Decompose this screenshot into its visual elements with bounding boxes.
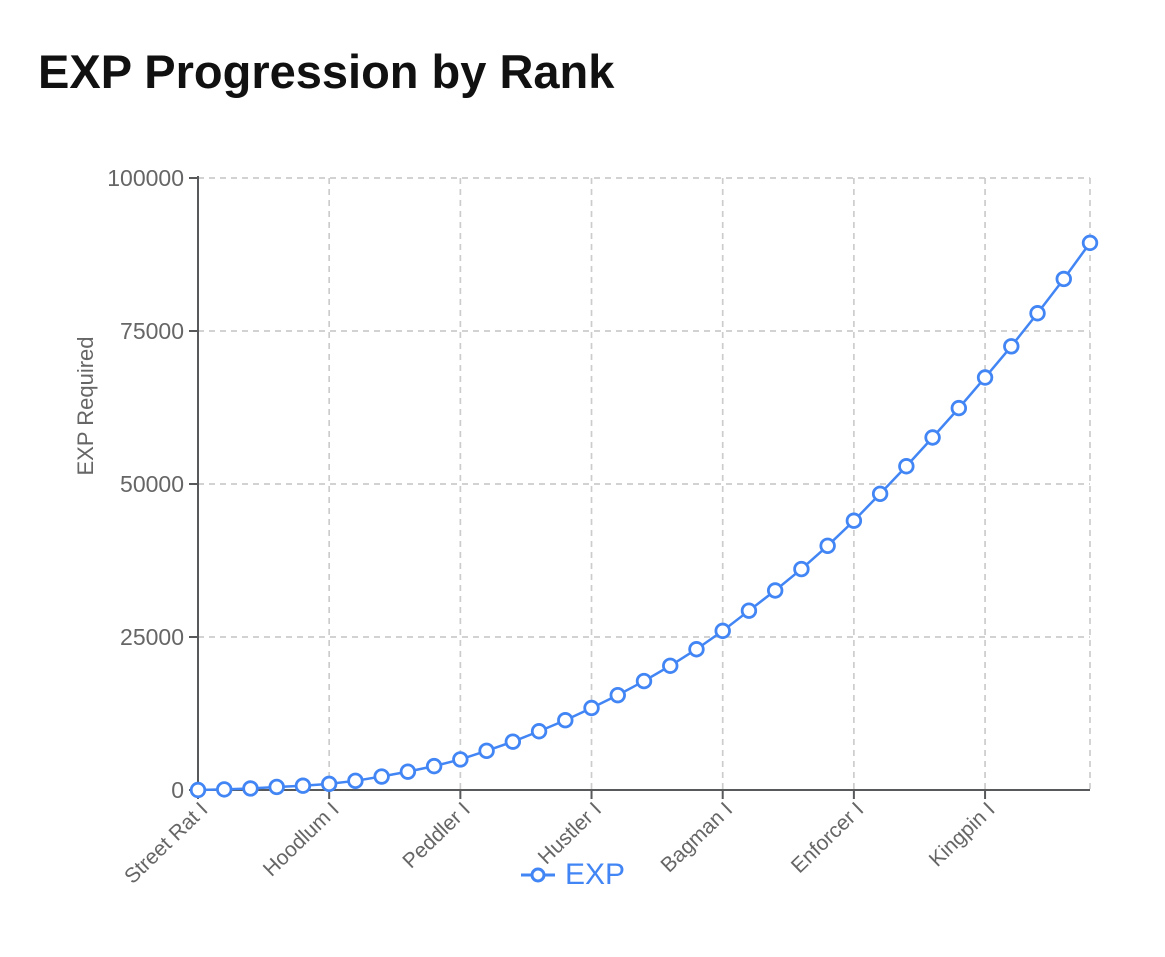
x-tick-label: Hoodlum I xyxy=(259,798,344,881)
y-tick-label: 0 xyxy=(171,777,184,803)
data-point-marker xyxy=(320,775,338,793)
line-marker-icon xyxy=(521,867,555,883)
data-point-marker xyxy=(635,672,653,690)
data-point-marker xyxy=(294,777,312,794)
data-point-marker xyxy=(714,622,731,640)
data-point-marker xyxy=(399,763,417,780)
data-point-marker xyxy=(373,768,390,785)
y-tick-label: 25000 xyxy=(120,624,184,650)
data-point-marker xyxy=(898,458,915,475)
data-point-marker xyxy=(557,712,574,729)
data-point-marker xyxy=(871,485,889,502)
data-point-marker xyxy=(347,772,364,790)
data-point-marker xyxy=(976,369,994,386)
data-point-marker xyxy=(189,781,207,799)
exp-data-points xyxy=(189,234,1099,799)
y-axis-label: EXP Required xyxy=(73,336,98,476)
x-tick-label: Bagman I xyxy=(657,798,738,877)
data-point-marker xyxy=(793,560,810,578)
y-tick-label: 50000 xyxy=(120,471,184,497)
data-point-marker xyxy=(740,602,758,619)
data-point-marker xyxy=(950,399,968,417)
data-point-marker xyxy=(1081,234,1099,252)
data-point-marker xyxy=(452,751,469,768)
data-point-marker xyxy=(478,742,495,760)
legend-exp[interactable]: EXP xyxy=(520,858,625,892)
data-point-marker xyxy=(1055,270,1072,288)
y-tick-labels: 0 25000 50000 75000 100000 xyxy=(107,165,184,803)
data-point-marker xyxy=(688,641,705,658)
data-point-marker xyxy=(583,699,600,717)
x-tick-label: Street Rat I xyxy=(120,798,212,888)
data-point-marker xyxy=(609,686,626,704)
x-tick-label: Enforcer I xyxy=(787,798,868,878)
data-point-marker xyxy=(1029,305,1046,322)
data-point-marker xyxy=(504,733,522,750)
data-point-marker xyxy=(216,781,233,798)
x-tick-label: Peddler I xyxy=(398,798,474,873)
data-point-marker xyxy=(766,582,784,599)
data-point-marker xyxy=(819,537,836,555)
data-point-marker xyxy=(530,723,548,740)
chart-title: EXP Progression by Rank xyxy=(38,45,615,98)
exp-series-line xyxy=(197,242,1092,792)
data-point-marker xyxy=(425,757,443,775)
legend-label: EXP xyxy=(565,858,626,891)
data-point-marker xyxy=(1003,338,1020,355)
data-point-marker xyxy=(924,429,941,446)
y-tick-label: 75000 xyxy=(120,318,184,344)
y-tick-label: 100000 xyxy=(107,165,184,191)
data-point-marker xyxy=(242,780,259,797)
data-point-marker xyxy=(662,657,679,674)
gridlines xyxy=(198,177,1091,790)
x-tick-label: Kingpin I xyxy=(925,798,1000,871)
data-point-marker xyxy=(845,512,863,529)
data-point-marker xyxy=(268,778,285,796)
